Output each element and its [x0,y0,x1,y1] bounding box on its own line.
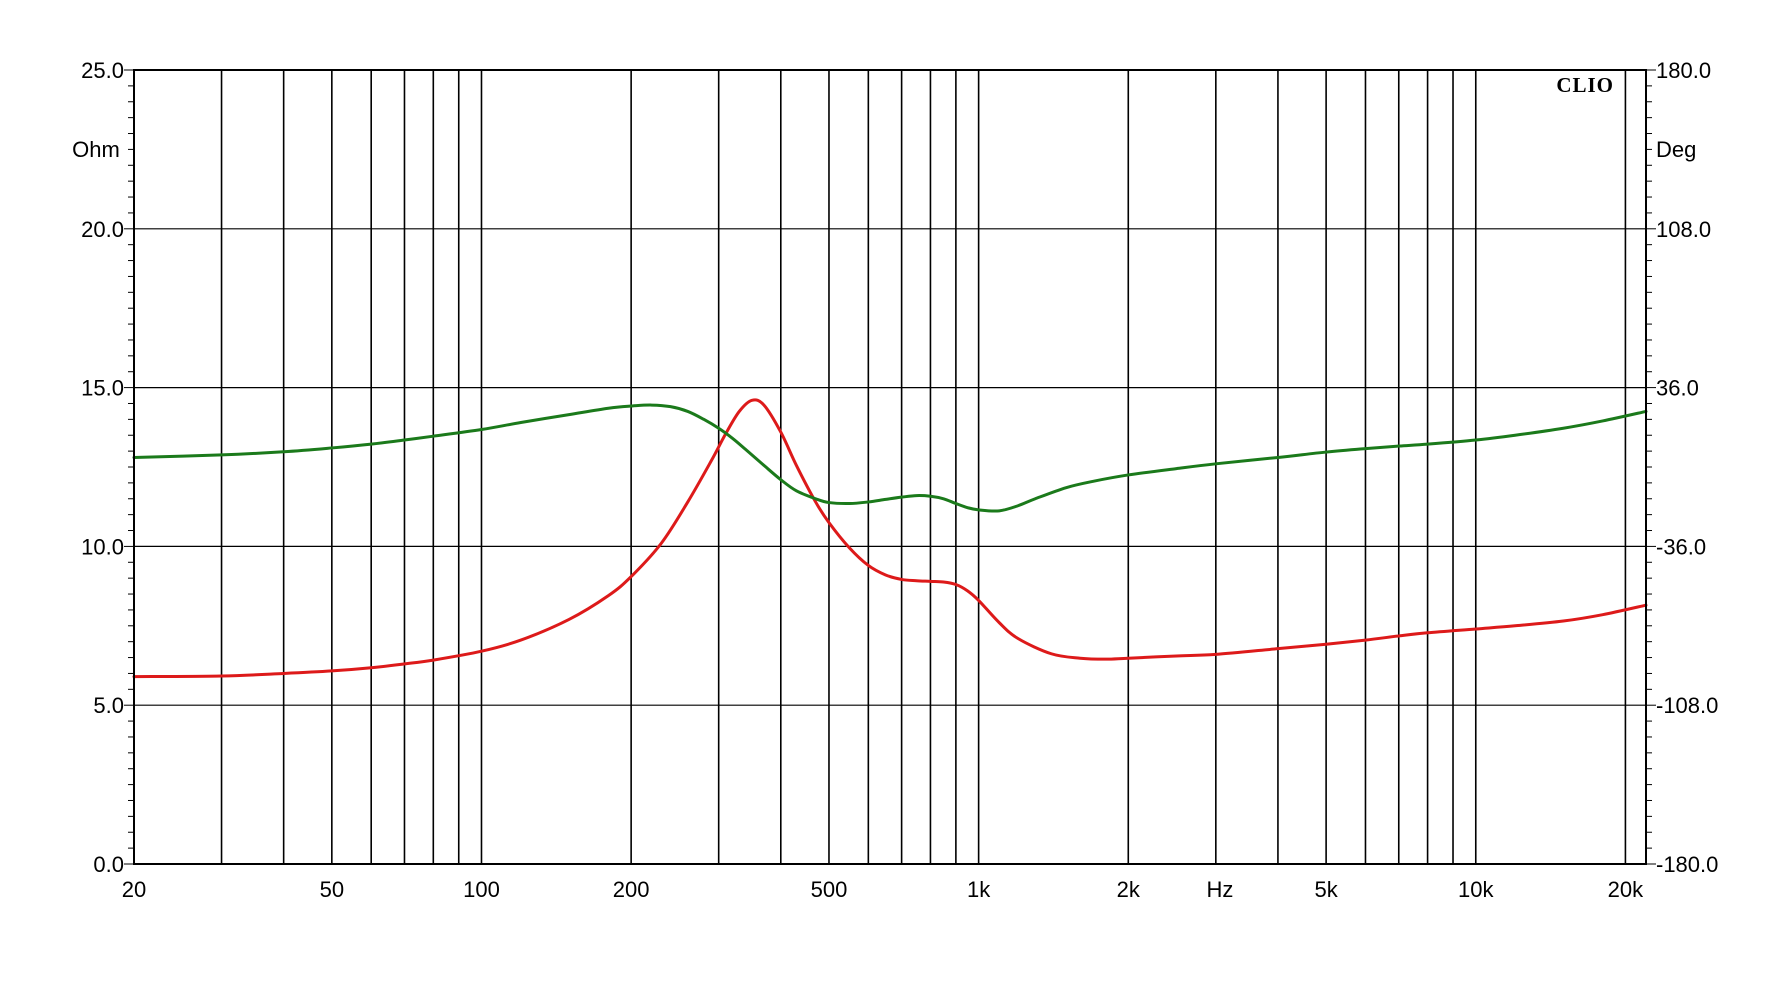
y-left-tick-label: 10.0 [81,534,124,559]
y-right-tick-label: -180.0 [1656,852,1718,877]
x-tick-label: 50 [320,877,344,902]
series-line-2 [132,403,1648,513]
y-left-tick-label: 20.0 [81,217,124,242]
y-right-tick-label: -108.0 [1656,693,1718,718]
x-tick-label: 200 [613,877,650,902]
x-tick-label: 2k [1117,877,1141,902]
y-axis-right-label: Deg [1656,137,1696,162]
y-left-tick-label: 0.0 [93,852,124,877]
x-tick-label: 20k [1608,877,1644,902]
y-left-tick-label: 5.0 [93,693,124,718]
x-axis-label: Hz [1207,877,1234,902]
y-left-tick-label: 15.0 [81,376,124,401]
x-tick-label: 5k [1314,877,1338,902]
tick-marks [124,69,1656,865]
axis-labels: 20 50 100 200 500 1k 2k 5k 10k 20k 0.0 5.0 10.0 15.0 2… [81,58,1718,902]
grid [134,70,1646,864]
y-right-tick-label: 108.0 [1656,217,1711,242]
x-tick-label: 500 [811,877,848,902]
brand-logo-text: CLIO [1556,73,1614,97]
y-right-tick-label: 36.0 [1656,376,1699,401]
x-tick-label: 20 [122,877,146,902]
y-axis-left-label: Ohm [72,137,120,162]
plot-frame [133,69,1647,865]
x-tick-label: 1k [967,877,991,902]
y-left-tick-label: 25.0 [81,58,124,83]
x-tick-label: 10k [1458,877,1494,902]
x-tick-label: 100 [463,877,500,902]
series-line-1 [132,398,1648,679]
y-right-tick-label: -36.0 [1656,534,1706,559]
y-right-tick-label: 180.0 [1656,58,1711,83]
plot-series [132,398,1648,679]
